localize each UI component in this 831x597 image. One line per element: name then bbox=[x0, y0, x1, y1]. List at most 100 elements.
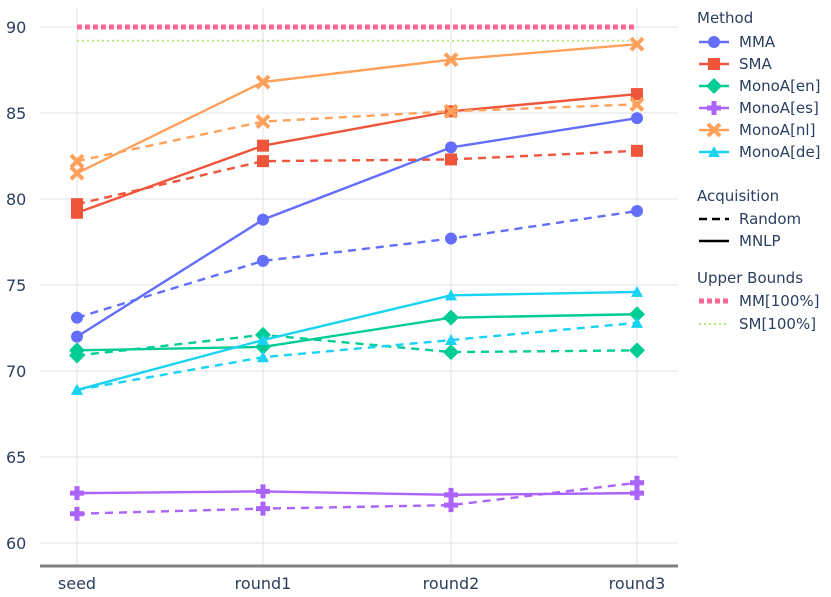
x-tick-label-round3: round3 bbox=[609, 574, 666, 593]
series-line-MMA-random bbox=[76, 209, 638, 319]
series-line-MonoA[de]-mnlp bbox=[76, 290, 638, 392]
y-tick-label-90: 90 bbox=[6, 18, 26, 37]
data-point-MonoA[en]-random-round2 bbox=[443, 344, 459, 361]
series-line-SMA-random bbox=[76, 149, 638, 206]
legend-label-MM[100%]: MM[100%] bbox=[739, 292, 819, 310]
series-line-SMA-mnlp bbox=[76, 92, 638, 214]
data-point-MMA-mnlp-seed bbox=[71, 330, 83, 343]
series-line-MonoA[nl]-mnlp bbox=[76, 43, 638, 175]
data-point-MonoA[de]-random-round3 bbox=[631, 316, 643, 328]
data-point-MonoA[nl]-random-round3-stroke-b bbox=[629, 96, 645, 112]
data-point-MonoA[nl]-random-round2-stroke-b bbox=[443, 103, 459, 119]
data-point-MonoA[nl]-random-round3 bbox=[629, 96, 645, 112]
data-point-MonoA[nl]-mnlp-round2 bbox=[443, 52, 459, 68]
upper-bound-lines bbox=[77, 24, 637, 42]
data-point-MonoA[nl]-random-seed bbox=[69, 153, 85, 169]
legend-title-method: Method bbox=[697, 9, 753, 27]
data-point-MonoA[nl]-mnlp-round3 bbox=[629, 36, 645, 52]
legend-label-SM[100%]: SM[100%] bbox=[739, 315, 816, 333]
data-point-MonoA[es]-random-round1 bbox=[256, 501, 270, 516]
data-point-MonoA[nl]-random-round1 bbox=[255, 114, 271, 130]
data-point-MonoA[es]-random-seed bbox=[70, 506, 84, 521]
series-line-MonoA[es]-random bbox=[76, 481, 638, 515]
data-point-MMA-random-seed bbox=[71, 311, 83, 324]
data-point-SMA-mnlp-round3 bbox=[631, 88, 643, 101]
legend-label-MonoA[nl]: MonoA[nl] bbox=[739, 121, 815, 139]
legend-label-Random: Random bbox=[739, 210, 801, 228]
data-point-MonoA[en]-random-round3 bbox=[629, 342, 645, 359]
legend: Method MMA SMA MonoA[en] MonoA[es] MonoA[nl] M… bbox=[697, 9, 821, 333]
series-line-MonoA[en]-mnlp bbox=[76, 313, 638, 352]
legend-title-acquisition: Acquisition bbox=[697, 187, 779, 205]
legend-label-MonoA[de]: MonoA[de] bbox=[739, 143, 821, 161]
data-point-MonoA[de]-random-round1 bbox=[257, 351, 269, 363]
y-tick-label-85: 85 bbox=[6, 104, 26, 123]
data-point-MonoA[nl]-random-round2 bbox=[443, 103, 459, 119]
legend-swatch-marker-MMA bbox=[708, 36, 720, 48]
data-point-MonoA[nl]-mnlp-round2-stroke-b bbox=[443, 52, 459, 68]
y-tick-label-70: 70 bbox=[6, 362, 26, 381]
data-point-MonoA[de]-mnlp-round3 bbox=[631, 285, 643, 297]
legend-label-MonoA[en]: MonoA[en] bbox=[739, 77, 821, 95]
data-point-MonoA[de]-random-round2 bbox=[445, 334, 457, 346]
data-point-MonoA[de]-mnlp-round2 bbox=[445, 289, 457, 301]
data-point-MMA-random-round3 bbox=[631, 205, 643, 218]
series-line-MonoA[nl]-random bbox=[76, 103, 638, 163]
legend-label-MonoA[es]: MonoA[es] bbox=[739, 99, 819, 117]
data-point-MMA-mnlp-round2 bbox=[445, 141, 457, 154]
legend-swatch-marker-MonoA[en] bbox=[706, 78, 722, 94]
data-point-MMA-mnlp-round3 bbox=[631, 112, 643, 125]
data-point-MonoA[es]-random-round3 bbox=[630, 475, 644, 490]
data-point-MonoA[nl]-mnlp-round1 bbox=[255, 74, 271, 90]
data-point-MMA-random-round1 bbox=[257, 254, 269, 267]
series-lines bbox=[69, 36, 645, 521]
y-tick-label-80: 80 bbox=[6, 190, 26, 209]
data-point-MonoA[nl]-mnlp-seed-stroke-b bbox=[69, 165, 85, 181]
data-point-MonoA[nl]-random-seed-stroke-b bbox=[69, 153, 85, 169]
legend-label-MMA: MMA bbox=[739, 33, 776, 51]
data-point-MonoA[nl]-mnlp-round1-stroke-b bbox=[255, 74, 271, 90]
x-tick-label-round1: round1 bbox=[235, 574, 292, 593]
data-point-SMA-mnlp-round1 bbox=[257, 139, 269, 152]
data-point-SMA-mnlp-seed bbox=[71, 206, 83, 219]
series-line-MonoA[de]-random bbox=[76, 321, 638, 392]
legend-swatch-marker-MonoA[nl] bbox=[706, 122, 722, 138]
legend-swatch-marker-MonoA[es] bbox=[707, 101, 721, 115]
legend-swatch-marker-SMA bbox=[708, 58, 720, 70]
data-point-MMA-random-round2 bbox=[445, 232, 457, 245]
gridlines bbox=[40, 8, 678, 566]
x-tick-label-seed: seed bbox=[58, 574, 96, 593]
data-point-MonoA[en]-mnlp-seed bbox=[69, 342, 85, 359]
data-point-MonoA[de]-mnlp-seed bbox=[71, 383, 83, 395]
data-point-SMA-random-round2 bbox=[445, 153, 457, 166]
x-tick-label-round2: round2 bbox=[423, 574, 480, 593]
data-point-MMA-mnlp-round1 bbox=[257, 213, 269, 226]
legend-title-upper-bounds: Upper Bounds bbox=[697, 269, 803, 287]
series-line-MonoA[en]-random bbox=[76, 333, 638, 357]
legend-label-SMA: SMA bbox=[739, 55, 772, 73]
data-point-MonoA[es]-mnlp-round2 bbox=[444, 487, 458, 502]
data-point-MonoA[en]-mnlp-round2 bbox=[443, 309, 459, 326]
data-point-MonoA[es]-mnlp-seed bbox=[70, 486, 84, 501]
data-point-MonoA[en]-mnlp-round3 bbox=[629, 306, 645, 323]
legend-swatch-marker-MonoA[de] bbox=[708, 146, 720, 157]
data-point-MonoA[nl]-random-round1-stroke-b bbox=[255, 114, 271, 130]
data-point-MonoA[nl]-mnlp-seed bbox=[69, 165, 85, 181]
series-line-MMA-mnlp bbox=[76, 116, 638, 338]
data-point-SMA-random-round1 bbox=[257, 155, 269, 168]
data-point-SMA-random-round3 bbox=[631, 144, 643, 157]
y-tick-label-60: 60 bbox=[6, 534, 26, 553]
legend-label-MNLP: MNLP bbox=[739, 232, 781, 250]
axes: 60 65 70 75 80 85 90 seed round1 round2 round3 bbox=[6, 18, 678, 593]
data-point-MonoA[es]-mnlp-round3 bbox=[630, 486, 644, 501]
data-point-MonoA[de]-mnlp-round1 bbox=[257, 334, 269, 346]
series-line-MonoA[es]-mnlp bbox=[76, 490, 638, 497]
data-point-MonoA[es]-random-round2 bbox=[444, 498, 458, 513]
legend-swatch-marker-MonoA[nl]-stroke-b bbox=[706, 122, 722, 138]
data-point-MonoA[es]-mnlp-round1 bbox=[256, 484, 270, 499]
y-tick-label-65: 65 bbox=[6, 448, 26, 467]
data-point-MonoA[nl]-mnlp-round3-stroke-b bbox=[629, 36, 645, 52]
y-tick-label-75: 75 bbox=[6, 276, 26, 295]
